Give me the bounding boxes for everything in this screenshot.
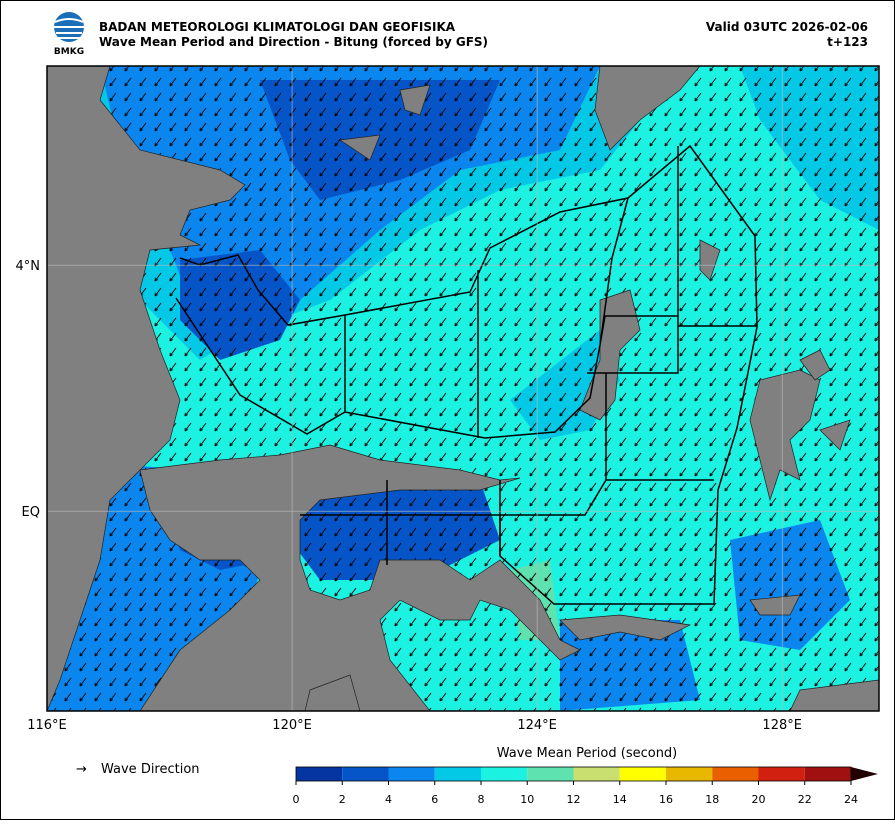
lat-tick-label: EQ [22, 505, 40, 520]
colorbar-tick-label: 18 [705, 793, 719, 806]
zone-boundaries [175, 144, 758, 605]
colorbar-tick-label: 6 [431, 793, 438, 806]
colorbar-tick-label: 4 [385, 793, 392, 806]
colorbar-segment [434, 767, 481, 781]
colorbar-segment [666, 767, 713, 781]
colorbar: 0 2 4 6 8 10 12 14 16 18 20 22 24 [293, 766, 878, 806]
colorbar-tick-label: 12 [567, 793, 581, 806]
legend-symbol: → [76, 762, 87, 777]
lon-tick-label: 124°E [517, 718, 557, 733]
colorbar-segment [573, 767, 620, 781]
map [47, 66, 879, 711]
lon-tick-label: 128°E [762, 718, 802, 733]
map-frame [46, 65, 880, 712]
org-name: BADAN METEOROLOGI KLIMATOLOGI DAN GEOFIS… [99, 20, 456, 34]
colorbar-segment [481, 767, 528, 781]
colorbar-segment [804, 767, 851, 781]
lon-tick-label: 120°E [272, 718, 312, 733]
logo: BMKG [54, 12, 84, 57]
valid-time: Valid 03UTC 2026-02-06 [706, 20, 868, 34]
colorbar-segment [712, 767, 759, 781]
colorbar-tick-label: 8 [478, 793, 485, 806]
colorbar-segment [342, 767, 389, 781]
colorbar-extend [851, 767, 878, 781]
colorbar-segment [619, 767, 666, 781]
colorbar-tick-label: 2 [339, 793, 346, 806]
colorbar-title: Wave Mean Period (second) [497, 746, 678, 761]
land [47, 66, 879, 711]
colorbar-tick-label: 0 [293, 793, 300, 806]
axis-labels: 116°E 120°E 124°E 128°E 4°N EQ [16, 259, 802, 733]
colorbar-tick-label: 24 [844, 793, 858, 806]
colorbar-tick-label: 16 [659, 793, 673, 806]
colorbar-tick-label: 14 [613, 793, 627, 806]
colorbar-tick-label: 20 [752, 793, 766, 806]
lat-tick-label: 4°N [16, 259, 41, 274]
colorbar-segment [758, 767, 805, 781]
forecast-step: t+123 [827, 35, 868, 49]
colorbar-tick-label: 22 [798, 793, 812, 806]
colorbar-segment [527, 767, 574, 781]
colorbar-segment [296, 767, 343, 781]
colorbar-segment [388, 767, 435, 781]
logo-text: BMKG [54, 47, 84, 57]
colorbar-tick-label: 10 [520, 793, 534, 806]
map-title: Wave Mean Period and Direction - Bitung … [99, 35, 488, 49]
lon-tick-label: 116°E [27, 718, 67, 733]
legend-label: Wave Direction [101, 762, 200, 777]
